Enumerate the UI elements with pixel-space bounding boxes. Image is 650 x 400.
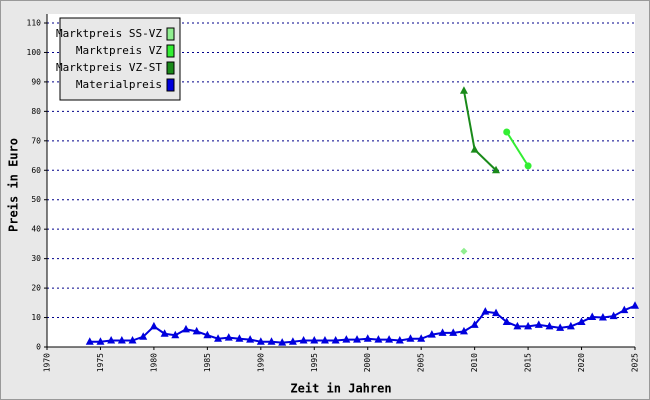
- data-point: [320, 336, 329, 344]
- data-point: [566, 321, 575, 330]
- data-point: [192, 326, 201, 335]
- y-tick-label: 100: [27, 48, 42, 57]
- data-point: [620, 305, 629, 314]
- data-point: [288, 337, 297, 345]
- x-tick-label: 2005: [417, 353, 426, 372]
- legend-label: Marktpreis VZ: [76, 44, 162, 57]
- data-point: [85, 337, 94, 345]
- data-point: [503, 128, 511, 136]
- data-point: [470, 320, 479, 328]
- data-point: [609, 311, 618, 320]
- legend-swatch: [166, 78, 175, 92]
- data-point: [545, 321, 554, 330]
- data-point: [214, 334, 223, 342]
- y-tick-label: 70: [31, 136, 41, 145]
- data-point: [502, 317, 511, 325]
- legend-label: Marktpreis SS-VZ: [56, 27, 162, 40]
- data-point: [353, 335, 362, 343]
- x-axis-label: Zeit in Jahren: [290, 382, 391, 396]
- y-tick-label: 60: [31, 166, 41, 175]
- data-point: [492, 308, 501, 317]
- data-point: [224, 333, 233, 341]
- data-point: [363, 334, 372, 342]
- y-tick-label: 90: [31, 77, 41, 86]
- data-point: [524, 321, 533, 330]
- data-point: [385, 335, 394, 343]
- data-point: [481, 307, 490, 315]
- legend-label: Materialpreis: [76, 78, 162, 91]
- data-point: [492, 165, 501, 174]
- data-point: [96, 337, 105, 345]
- y-tick-label: 80: [31, 107, 41, 116]
- x-tick-label: 1990: [256, 353, 265, 372]
- legend-label: Marktpreis VZ-ST: [56, 61, 162, 74]
- data-point: [256, 337, 265, 345]
- data-point: [246, 335, 255, 343]
- x-tick-label: 2010: [470, 353, 479, 372]
- legend-swatch: [166, 27, 175, 41]
- y-tick-label: 20: [31, 284, 41, 293]
- data-point: [267, 337, 276, 345]
- data-point: [181, 324, 190, 333]
- x-tick-label: 1970: [43, 353, 52, 372]
- data-point: [235, 334, 244, 342]
- data-point: [395, 336, 404, 344]
- data-point: [128, 336, 137, 344]
- y-tick-label: 0: [36, 343, 41, 352]
- data-point: [427, 330, 436, 338]
- x-tick-label: 2000: [363, 353, 372, 372]
- x-tick-label: 1975: [96, 353, 105, 372]
- data-point: [588, 312, 597, 320]
- data-point: [459, 326, 468, 335]
- data-point: [331, 336, 340, 344]
- data-point: [577, 317, 586, 325]
- data-point: [513, 321, 522, 330]
- x-tick-label: 1995: [310, 353, 319, 372]
- y-tick-label: 40: [31, 225, 41, 234]
- x-tick-label: 1980: [149, 353, 158, 372]
- data-point: [556, 323, 565, 331]
- y-tick-label: 30: [31, 254, 41, 263]
- legend-swatch: [166, 61, 175, 75]
- data-point: [459, 86, 468, 94]
- data-point: [631, 301, 639, 309]
- legend-swatch: [166, 44, 175, 58]
- data-point: [299, 336, 308, 344]
- data-point: [524, 162, 532, 170]
- data-point: [203, 330, 212, 339]
- data-point: [139, 332, 148, 340]
- data-point: [171, 330, 180, 339]
- y-tick-label: 50: [31, 195, 41, 204]
- data-point: [470, 145, 479, 153]
- legend-box: [59, 17, 181, 101]
- x-tick-label: 1985: [203, 353, 212, 372]
- x-tick-label: 2025: [631, 353, 640, 372]
- data-point: [417, 334, 426, 342]
- x-tick-label: 2015: [524, 353, 533, 372]
- data-point: [598, 313, 607, 321]
- data-point: [278, 338, 287, 346]
- y-axis-label: Preis in Euro: [7, 138, 21, 232]
- data-point: [438, 328, 447, 336]
- data-point: [149, 321, 158, 330]
- data-point: [374, 335, 383, 343]
- data-point: [449, 328, 458, 336]
- x-tick-label: 2020: [577, 353, 586, 372]
- data-point: [460, 247, 468, 255]
- data-point: [406, 334, 415, 342]
- data-point: [160, 329, 169, 337]
- series-line: [89, 304, 636, 344]
- y-tick-label: 110: [27, 19, 42, 28]
- data-point: [534, 320, 543, 328]
- data-point: [107, 336, 116, 344]
- data-point: [310, 336, 319, 344]
- data-point: [342, 335, 351, 343]
- data-point: [117, 336, 126, 344]
- series-line: [505, 131, 529, 167]
- y-tick-label: 10: [31, 313, 41, 322]
